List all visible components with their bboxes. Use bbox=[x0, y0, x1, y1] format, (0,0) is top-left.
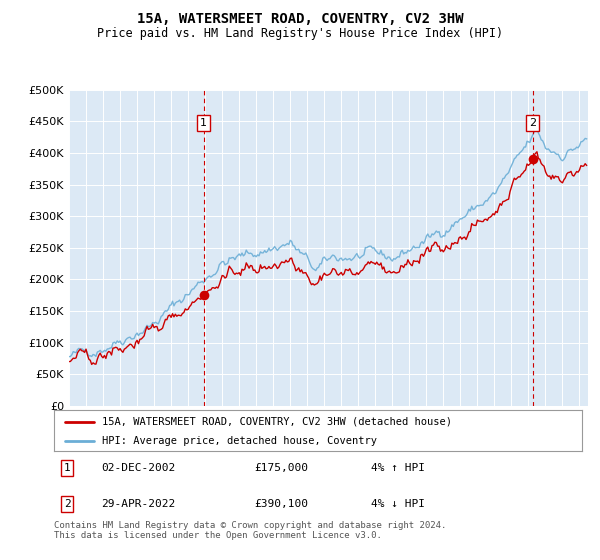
Text: 1: 1 bbox=[200, 118, 207, 128]
Text: HPI: Average price, detached house, Coventry: HPI: Average price, detached house, Cove… bbox=[101, 436, 377, 446]
Text: 29-APR-2022: 29-APR-2022 bbox=[101, 499, 176, 509]
Text: 2: 2 bbox=[64, 499, 71, 509]
Text: 4% ↑ HPI: 4% ↑ HPI bbox=[371, 463, 425, 473]
Text: 15A, WATERSMEET ROAD, COVENTRY, CV2 3HW (detached house): 15A, WATERSMEET ROAD, COVENTRY, CV2 3HW … bbox=[101, 417, 452, 427]
Text: 4% ↓ HPI: 4% ↓ HPI bbox=[371, 499, 425, 509]
Text: 2: 2 bbox=[529, 118, 536, 128]
Text: Contains HM Land Registry data © Crown copyright and database right 2024.
This d: Contains HM Land Registry data © Crown c… bbox=[54, 521, 446, 540]
Text: 15A, WATERSMEET ROAD, COVENTRY, CV2 3HW: 15A, WATERSMEET ROAD, COVENTRY, CV2 3HW bbox=[137, 12, 463, 26]
Text: 02-DEC-2002: 02-DEC-2002 bbox=[101, 463, 176, 473]
Text: £175,000: £175,000 bbox=[254, 463, 308, 473]
Text: Price paid vs. HM Land Registry's House Price Index (HPI): Price paid vs. HM Land Registry's House … bbox=[97, 27, 503, 40]
Text: £390,100: £390,100 bbox=[254, 499, 308, 509]
Text: 1: 1 bbox=[64, 463, 71, 473]
